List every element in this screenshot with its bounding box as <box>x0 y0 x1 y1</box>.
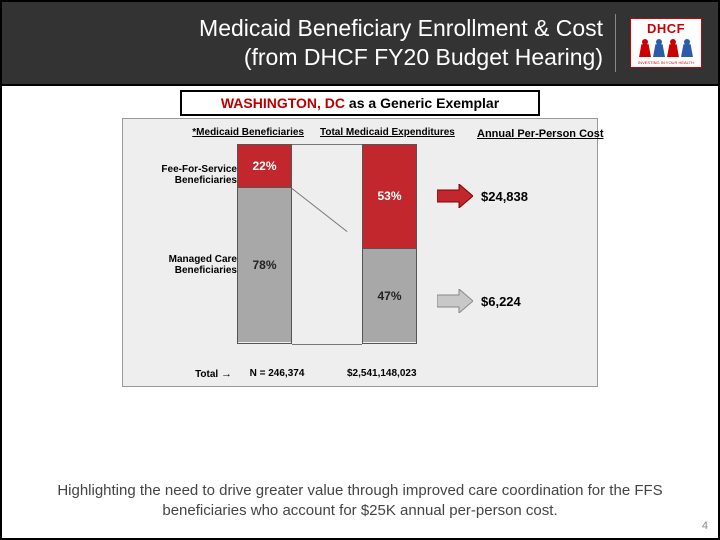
chart-body: Fee-For-Service Beneficiaries Managed Ca… <box>137 144 583 364</box>
slide-title: Medicaid Beneficiary Enrollment & Cost (… <box>18 14 616 72</box>
connector-mid <box>292 188 348 232</box>
exemplar-prefix: WASHINGTON, DC <box>221 95 345 111</box>
totals-row: Total → N = 246,374 $2,541,148,023 <box>137 368 583 380</box>
right-annotations: Annual Per-Person Cost $24,838 $6,224 <box>437 144 597 344</box>
slide-header: Medicaid Beneficiary Enrollment & Cost (… <box>2 2 718 86</box>
page-number: 4 <box>702 520 708 532</box>
cost-ffs: $24,838 <box>481 189 528 204</box>
connector-top <box>292 144 362 145</box>
arrow-gray-icon <box>437 289 473 313</box>
title-line-1: Medicaid Beneficiary Enrollment & Cost <box>199 15 603 41</box>
logo-people-icon <box>639 39 693 57</box>
bar-beneficiaries: 22% 78% <box>237 144 292 344</box>
arrow-red-icon <box>437 184 473 208</box>
label-ffs: Fee-For-Service Beneficiaries <box>137 164 237 186</box>
stacked-bars: 22% 78% 53% 47% Annual Per-Person Cost $… <box>237 144 417 344</box>
logo-text: DHCF <box>647 21 685 36</box>
bar2-seg-red: 53% <box>363 145 416 250</box>
exemplar-label: WASHINGTON, DC as a Generic Exemplar <box>180 90 540 116</box>
bar-expenditures: 53% 47% <box>362 144 417 344</box>
connector-bot <box>292 344 362 345</box>
label-managed: Managed Care Beneficiaries <box>137 254 237 276</box>
dhcf-logo: DHCF INVESTING IN YOUR HEALTH <box>630 18 702 68</box>
total-n: N = 246,374 <box>237 368 317 380</box>
chart-frame: *Medicaid Beneficiaries Total Medicaid E… <box>122 118 598 387</box>
exemplar-suffix: as a Generic Exemplar <box>345 95 499 111</box>
total-label: Total → <box>137 368 237 380</box>
col-header-1: *Medicaid Beneficiaries <box>137 127 312 138</box>
row-labels: Fee-For-Service Beneficiaries Managed Ca… <box>137 144 237 344</box>
logo-tagline: INVESTING IN YOUR HEALTH <box>638 61 694 65</box>
cost-managed: $6,224 <box>481 294 521 309</box>
bar1-seg-gray: 78% <box>238 188 291 342</box>
total-dollars: $2,541,148,023 <box>317 368 427 380</box>
slide-caption: Highlighting the need to drive greater v… <box>42 481 678 520</box>
bar1-seg-red: 22% <box>238 145 291 189</box>
col-header-2: Total Medicaid Expenditures <box>312 127 462 138</box>
title-line-2: (from DHCF FY20 Budget Hearing) <box>244 44 603 70</box>
right-title: Annual Per-Person Cost <box>477 128 604 140</box>
bar2-seg-gray: 47% <box>363 249 416 342</box>
